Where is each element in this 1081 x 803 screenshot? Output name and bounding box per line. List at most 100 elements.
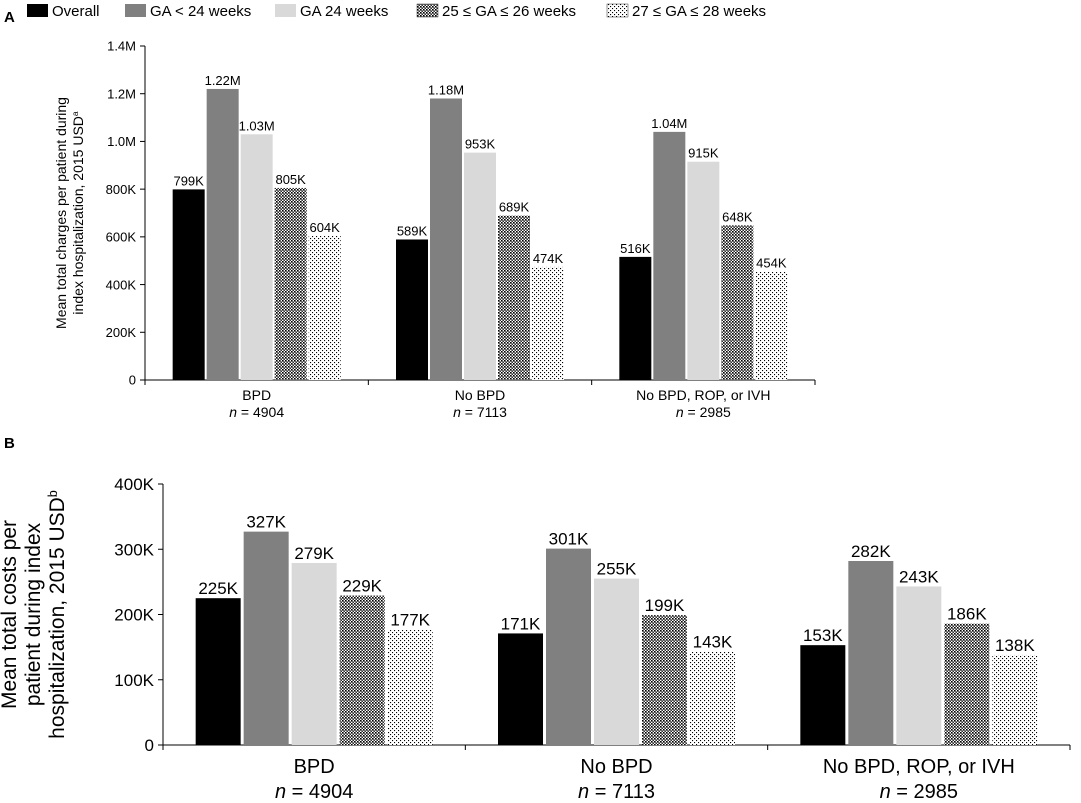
- y-axis-title: hospitalization, 2015 USDb: [46, 490, 69, 739]
- bar-value-label: 186K: [947, 605, 987, 624]
- bar-value-label: 177K: [390, 611, 430, 630]
- bar: [387, 629, 433, 745]
- n-prefix: n: [229, 404, 237, 420]
- legend-label: GA 24 weeks: [300, 3, 388, 20]
- y-tick-label: 0: [129, 373, 136, 388]
- y-axis-title: Mean total costs per: [0, 520, 21, 709]
- legend-item: 27 ≤ GA ≤ 28 weeks: [606, 3, 766, 20]
- bar: [594, 578, 639, 745]
- n-value: = 2985: [684, 404, 731, 420]
- bar: [339, 595, 385, 745]
- y-tick-label: 600K: [106, 230, 137, 245]
- bar: [642, 615, 687, 745]
- bar: [800, 645, 846, 745]
- n-prefix: n: [676, 404, 684, 420]
- bar: [195, 598, 241, 745]
- bar-value-label: 604K: [309, 220, 340, 235]
- bar-value-label: 689K: [499, 200, 530, 215]
- bar-value-label: 279K: [294, 544, 334, 563]
- bar: [396, 239, 428, 380]
- category-n-label: n = 7113: [578, 781, 655, 803]
- category-label: No BPD, ROP, or IVH: [823, 756, 1015, 778]
- bar: [653, 131, 686, 380]
- bar: [274, 187, 307, 380]
- bar: [546, 548, 591, 745]
- bar: [944, 623, 990, 745]
- y-tick-label: 1.0M: [107, 134, 136, 149]
- legend-label: Overall: [52, 3, 100, 20]
- chart-panel-b: 0 100K 200K 300K 400K 225K 327K 279K 229K 177K BPD…: [0, 475, 1071, 803]
- bar: [721, 225, 754, 380]
- y-tick-label: 800K: [106, 182, 137, 197]
- legend-item: 25 ≤ GA ≤ 26 weeks: [416, 3, 576, 20]
- bar: [291, 562, 337, 745]
- legend-swatch: [125, 4, 146, 17]
- category-n-label: n = 2985: [880, 781, 958, 803]
- n-prefix: n: [880, 781, 891, 803]
- bar: [690, 651, 735, 745]
- bar: [992, 654, 1038, 745]
- legend-item: GA 24 weeks: [275, 3, 388, 20]
- n-value: = 7113: [589, 781, 655, 803]
- bar-value-label: 229K: [342, 577, 382, 596]
- bar: [687, 161, 720, 380]
- y-axis-title-superscript: a: [70, 111, 80, 116]
- bar-value-label: 143K: [693, 633, 733, 652]
- bar-value-label: 153K: [803, 626, 843, 645]
- bar: [430, 98, 462, 380]
- bar: [308, 235, 341, 380]
- y-axis-title-text: patient during index: [22, 522, 45, 706]
- y-tick-label: 300K: [114, 540, 154, 559]
- n-value: = 4904: [286, 781, 353, 803]
- bar-value-label: 301K: [549, 530, 589, 549]
- n-value: = 4904: [237, 404, 284, 420]
- bar-value-label: 589K: [397, 223, 428, 238]
- bar: [464, 152, 496, 380]
- bar-value-label: 516K: [620, 241, 651, 256]
- category-label: No BPD: [455, 387, 506, 403]
- bar: [240, 134, 273, 380]
- y-axis-title: patient during index: [22, 522, 45, 706]
- bar-value-label: 255K: [597, 560, 637, 579]
- bar-value-label: 799K: [173, 173, 204, 188]
- bar-value-label: 648K: [722, 209, 753, 224]
- legend-item: GA < 24 weeks: [125, 3, 251, 20]
- bar-value-label: 1.03M: [239, 118, 275, 133]
- category-n-label: n = 4904: [229, 404, 284, 420]
- bar-value-label: 171K: [501, 614, 541, 633]
- bar: [848, 560, 894, 745]
- category-n-label: n = 7113: [453, 404, 507, 420]
- bar-value-label: 282K: [851, 542, 891, 561]
- bar: [243, 531, 289, 745]
- bar: [755, 271, 788, 380]
- bar-value-label: 454K: [756, 256, 787, 271]
- category-label: BPD: [242, 387, 271, 403]
- category-label: No BPD: [580, 756, 652, 778]
- y-tick-label: 1.2M: [107, 86, 136, 101]
- bar-value-label: 474K: [533, 251, 564, 266]
- bar: [619, 256, 652, 380]
- y-axis-title-text: Mean total charges per patient during: [53, 97, 69, 329]
- legend-item: Overall: [27, 3, 100, 20]
- y-tick-label: 400K: [106, 277, 137, 292]
- n-value: = 7113: [461, 404, 507, 420]
- bar-value-label: 1.18M: [428, 82, 464, 97]
- bar: [206, 88, 239, 380]
- y-axis-title: index hospitalization, 2015 USDa: [70, 111, 86, 314]
- bar-value-label: 915K: [688, 146, 719, 161]
- bar-value-label: 243K: [899, 567, 939, 586]
- category-label: No BPD, ROP, or IVH: [636, 387, 770, 403]
- legend-label: 25 ≤ GA ≤ 26 weeks: [442, 3, 576, 20]
- chart-panel-a: 0 200K 400K 600K 800K 1.0M 1.2M 1.4M 799K 1.22M 1.…: [53, 39, 816, 420]
- bar-value-label: 327K: [246, 513, 286, 532]
- y-tick-label: 0: [145, 736, 154, 755]
- panel-a-letter: A: [4, 9, 15, 26]
- n-prefix: n: [275, 781, 286, 803]
- legend-swatch: [27, 4, 48, 17]
- category-n-label: n = 2985: [676, 404, 731, 420]
- n-prefix: n: [578, 781, 589, 803]
- y-tick-label: 200K: [106, 325, 137, 340]
- legend-swatch: [275, 4, 296, 17]
- bar: [498, 633, 543, 745]
